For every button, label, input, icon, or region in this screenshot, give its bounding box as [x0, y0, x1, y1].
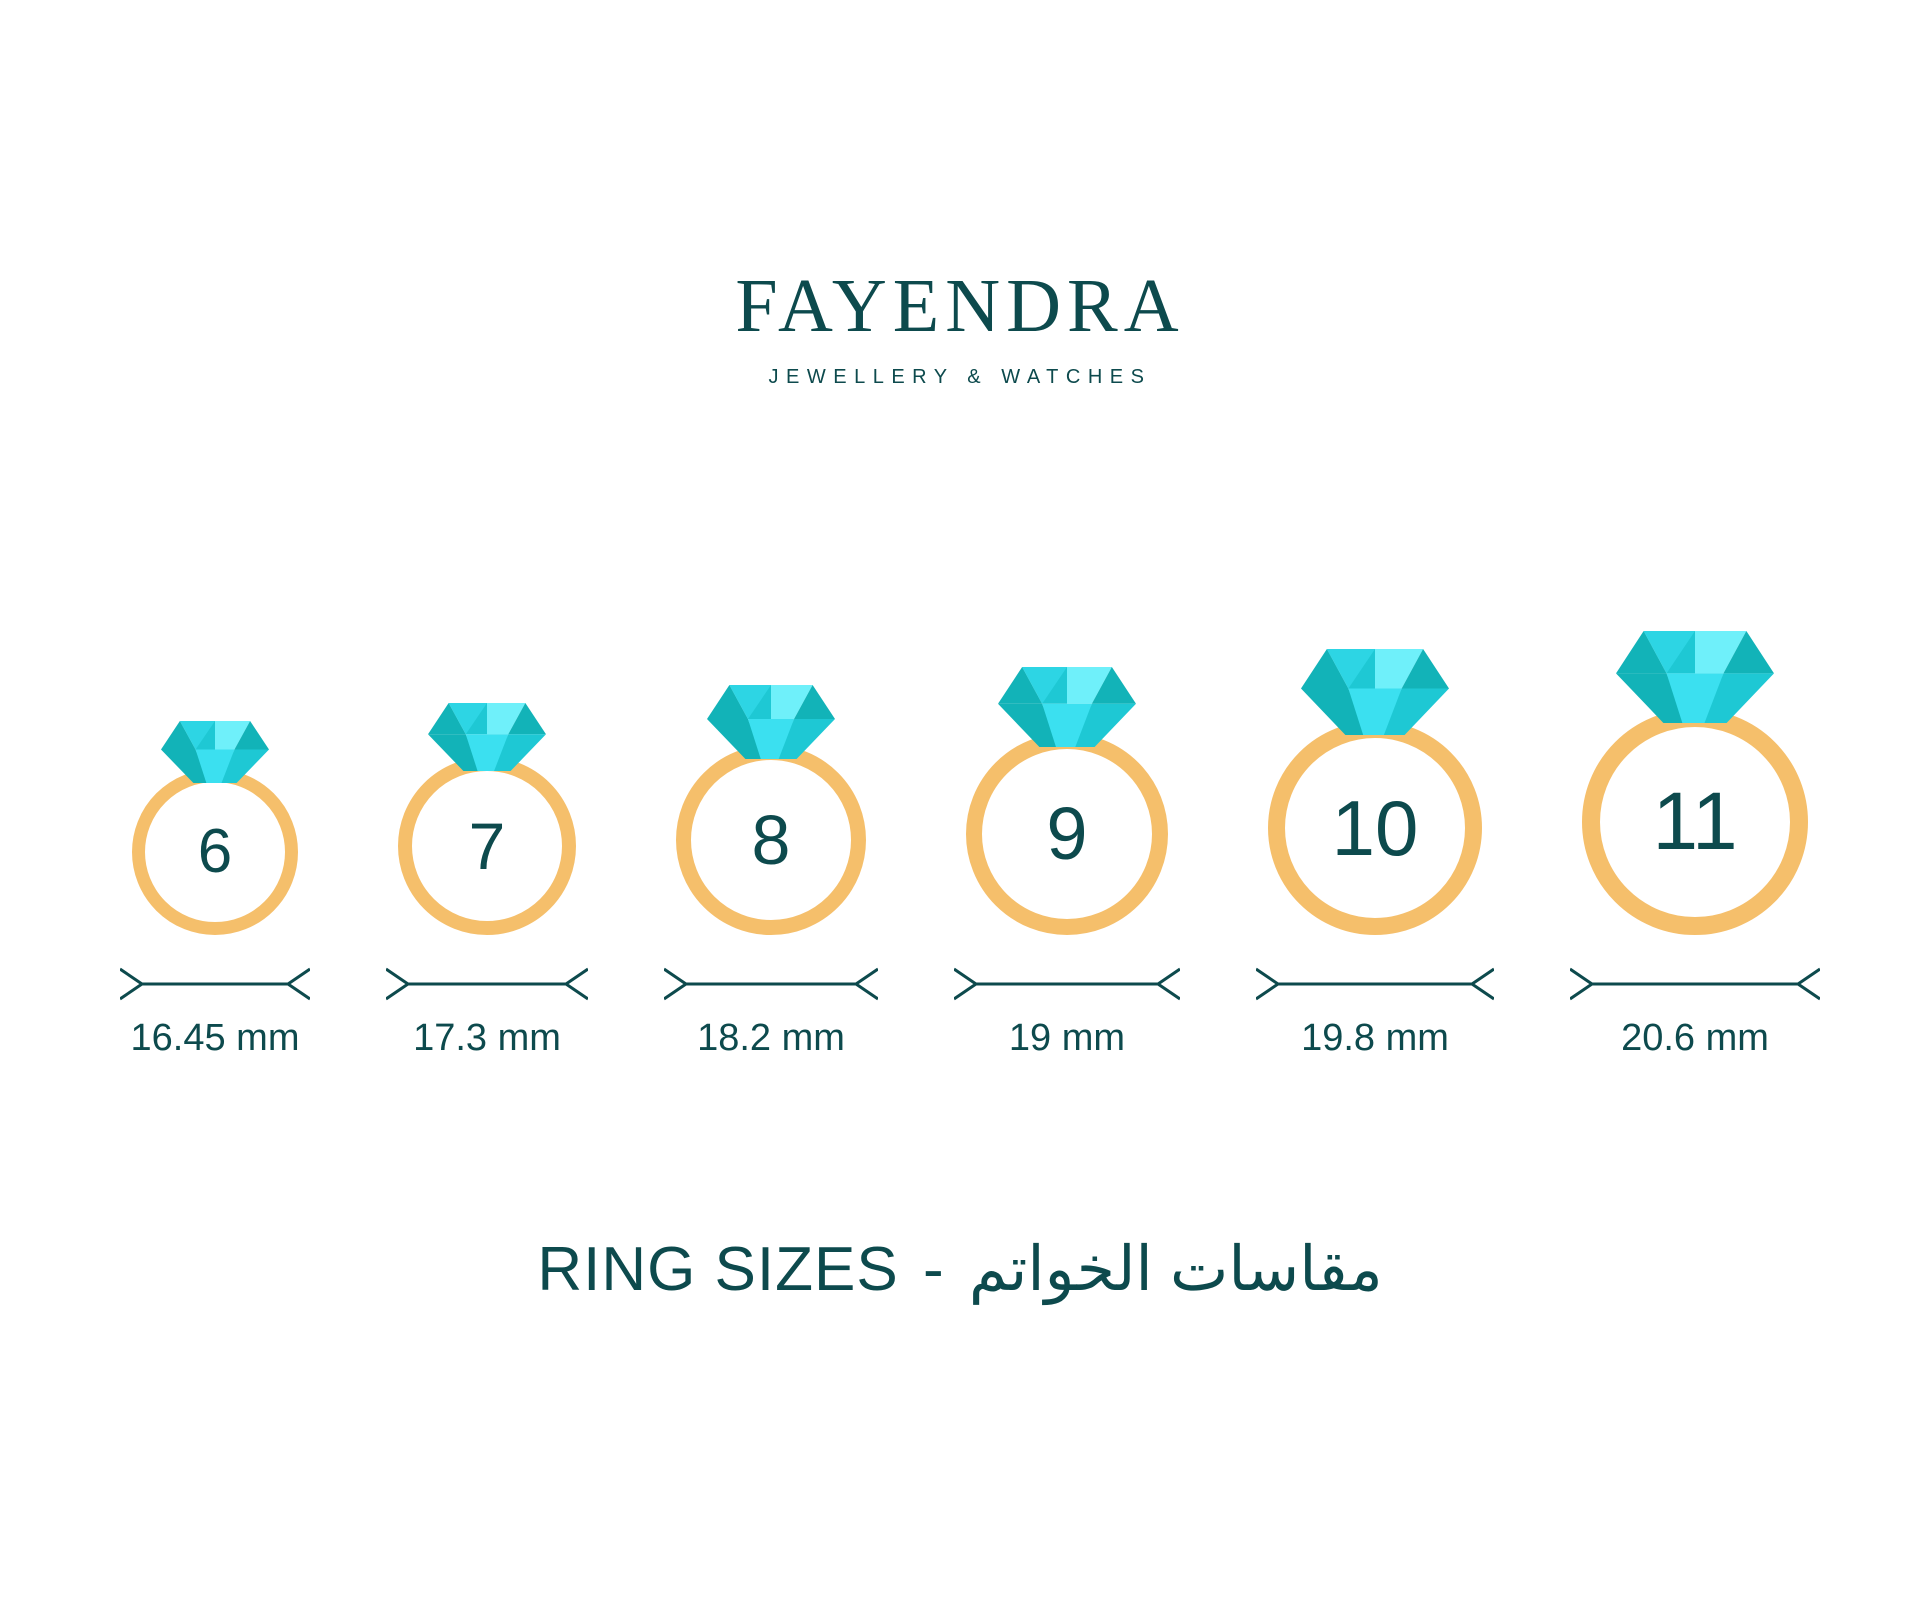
ring-size-number: 9	[1046, 792, 1088, 875]
chart-title-separator: -	[922, 1235, 945, 1304]
ring-figure: 6	[132, 721, 298, 935]
ring-diameter-label: 19 mm	[1008, 1017, 1126, 1059]
dimension-arrow-wrapper	[386, 935, 588, 1007]
dimension-arrow-icon	[954, 967, 1180, 1001]
dimension-arrow-icon	[120, 967, 310, 1001]
ring-size-number: 7	[468, 809, 506, 883]
ring-size-cell[interactable]: 7 17.3 mm	[386, 703, 588, 1060]
brand-name: FAYENDRA	[735, 264, 1185, 348]
diamond-gem-icon	[1301, 649, 1449, 735]
ring-size-cell[interactable]: 10 19.8 mm	[1256, 649, 1494, 1060]
ring-figure: 9	[966, 667, 1168, 935]
ring-figure: 8	[676, 685, 866, 935]
dimension-arrow-wrapper	[1570, 935, 1820, 1007]
ring-size-cell[interactable]: 9 19 mm	[954, 667, 1180, 1060]
ring-size-number: 6	[197, 817, 233, 886]
ring-figure: 11	[1582, 631, 1808, 935]
dimension-arrow-wrapper	[1256, 935, 1494, 1007]
diamond-gem-icon	[707, 685, 835, 759]
diamond-gem-icon	[428, 703, 546, 771]
dimension-arrow-icon	[1570, 967, 1820, 1001]
dimension-arrow-icon	[1256, 967, 1494, 1001]
diamond-gem-icon	[998, 667, 1136, 747]
dimension-arrow-wrapper	[120, 935, 310, 1007]
dimension-arrow-wrapper	[954, 935, 1180, 1007]
ring-figure: 7	[398, 703, 576, 935]
dimension-arrow-wrapper	[664, 935, 878, 1007]
ring-band: 11	[1582, 709, 1808, 935]
ring-size-number: 10	[1331, 784, 1419, 872]
ring-size-cell[interactable]: 11 20.6 mm	[1570, 631, 1820, 1060]
ring-size-cell[interactable]: 6 16.45 mm	[120, 721, 310, 1060]
chart-title-english: RING SIZES	[537, 1235, 899, 1304]
ring-band: 10	[1268, 721, 1482, 935]
chart-title-arabic: مقاسات الخواتم	[968, 1235, 1383, 1304]
ring-size-row: 6 16.45 mm 7 17.3 mm	[120, 590, 1820, 1060]
dimension-arrow-icon	[664, 967, 878, 1001]
ring-band: 8	[676, 745, 866, 935]
chart-title: RING SIZES - مقاسات الخواتم	[0, 1232, 1920, 1305]
ring-size-cell[interactable]: 8 18.2 mm	[664, 685, 878, 1060]
ring-diameter-label: 17.3 mm	[413, 1017, 561, 1059]
ring-figure: 10	[1268, 649, 1482, 935]
ring-diameter-label: 19.8 mm	[1301, 1017, 1449, 1059]
dimension-arrow-icon	[386, 967, 588, 1001]
ring-size-number: 8	[751, 801, 791, 879]
ring-diameter-label: 16.45 mm	[130, 1017, 300, 1059]
brand-tagline: JEWELLERY & WATCHES	[768, 366, 1152, 388]
diamond-gem-icon	[1616, 631, 1774, 723]
ring-band: 6	[132, 769, 298, 935]
ring-diameter-label: 18.2 mm	[697, 1017, 845, 1059]
diamond-gem-icon	[161, 721, 269, 783]
ring-size-number: 11	[1652, 776, 1738, 867]
ring-band: 9	[966, 733, 1168, 935]
brand-header: FAYENDRA JEWELLERY & WATCHES	[0, 268, 1920, 389]
ring-diameter-label: 20.6 mm	[1621, 1017, 1769, 1059]
ring-band: 7	[398, 757, 576, 935]
